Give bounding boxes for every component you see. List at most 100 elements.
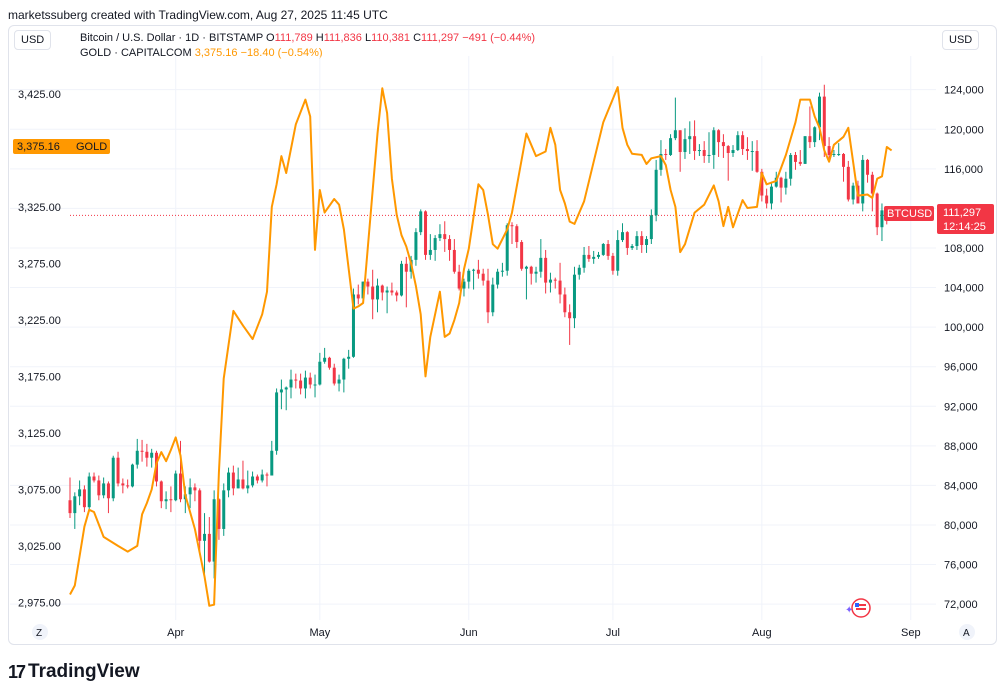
btc-candle-body (707, 154, 711, 156)
btc-candle-body (664, 153, 668, 155)
btc-candle-body (246, 485, 250, 489)
gold-legend-row[interactable]: GOLD · CAPITALCOM 3,375.16 −18.40 (−0.54… (80, 46, 535, 61)
btc-candle-body (457, 271, 461, 289)
btc-candle-body (630, 245, 634, 248)
btc-candle-body (875, 193, 879, 228)
btc-candle-body (227, 472, 231, 491)
btc-candle-body (212, 499, 216, 562)
btc-candle-body (260, 474, 264, 481)
btc-candle-body (126, 485, 130, 487)
btc-high-value: 111,836 (323, 32, 362, 44)
btc-symbol-tag: BTCUSD (887, 208, 932, 220)
btc-candle-body (303, 377, 307, 389)
left-currency-button[interactable]: USD (14, 30, 52, 50)
btc-candle-body (424, 211, 428, 255)
gold-axis-tick-label: 3,425.00 (18, 89, 61, 101)
btc-candle-body (539, 257, 543, 272)
news-flag-icon[interactable]: ✦ (845, 598, 871, 618)
chart-grid (10, 56, 936, 620)
btc-candle-body (351, 294, 355, 357)
btc-candle-body (356, 294, 360, 299)
btc-candle-body (611, 255, 615, 271)
btc-candle-body (784, 178, 788, 188)
btc-candle-body (342, 358, 346, 380)
btc-candle-body (371, 286, 375, 300)
btc-candle-body (361, 281, 365, 299)
btc-candle-body (621, 232, 625, 241)
btc-price-axis[interactable]: 124,000120,000116,000112,000108,000104,0… (944, 85, 984, 611)
btc-candle-body (813, 127, 817, 143)
btc-candle-body (779, 177, 783, 188)
btc-candle-body (433, 238, 437, 250)
gold-axis-tick-label: 2,975.00 (18, 597, 61, 609)
gold-price-tag-label: GOLD (76, 141, 107, 153)
btc-candle-body (827, 146, 831, 155)
btc-candle-body (760, 171, 764, 196)
btc-candle-body (866, 159, 870, 175)
btc-candle-body (289, 379, 293, 388)
btc-candle-body (159, 481, 163, 502)
btc-candle-body (846, 166, 850, 200)
gold-legend-change: −18.40 (−0.54%) (240, 47, 323, 59)
btc-candle-body (255, 476, 259, 481)
btc-candle-body (111, 457, 115, 499)
btc-legend-row[interactable]: Bitcoin / U.S. Dollar · 1D · BITSTAMP O1… (80, 31, 535, 46)
news-flag-stripe-bottom (856, 608, 866, 610)
tradingview-logo[interactable]: 17 TradingView (8, 661, 140, 683)
right-currency-button[interactable]: USD (942, 30, 980, 50)
gold-axis-tick-label: 3,125.00 (18, 428, 61, 440)
btc-candle-body (817, 96, 821, 128)
btc-candle-body (279, 389, 283, 393)
btc-candle-body (207, 533, 211, 562)
btc-candle-body (82, 489, 86, 508)
sparkle-icon: ✦ (845, 605, 853, 616)
btc-axis-tick-label: 72,000 (944, 599, 978, 611)
btc-candle-body (500, 270, 504, 272)
btc-candle-body (366, 281, 370, 287)
btc-close-value: 111,297 (421, 32, 460, 44)
zoom-toggle-button[interactable]: Z (32, 624, 48, 640)
btc-candle-body (73, 496, 77, 514)
auto-scale-button[interactable]: A (959, 624, 975, 640)
btc-candle-body (755, 151, 759, 172)
btc-candle-body (265, 474, 269, 476)
btc-candle-body (308, 377, 312, 385)
btc-axis-tick-label: 92,000 (944, 401, 978, 413)
time-axis[interactable]: Apr May Jun Jul Aug Sep (167, 627, 920, 639)
gold-axis-tick-label: 3,275.00 (18, 258, 61, 270)
gold-price-tag-bg (13, 139, 110, 154)
btc-candle-body (601, 244, 605, 255)
btc-candle-body (520, 242, 524, 269)
btc-candle-body (635, 236, 639, 246)
btc-candle-body (443, 234, 447, 240)
gold-price-axis[interactable]: 3,425.00 3,325.00 3,275.00 3,225.00 3,175.00… (18, 89, 61, 610)
btc-candle-body (558, 280, 562, 295)
btc-candle-body (130, 464, 134, 487)
news-flag-canton (855, 603, 859, 607)
btc-candle-body (400, 263, 404, 296)
btc-candle-body (452, 249, 456, 272)
btc-candle-body (179, 473, 183, 500)
btc-candle-body (270, 450, 274, 476)
btc-candle-body (645, 239, 649, 246)
btc-candle-body (203, 533, 207, 541)
btc-candle-body (68, 500, 72, 514)
btc-candle-body (568, 312, 572, 319)
btc-candle-body (481, 273, 485, 281)
btc-candle-body (327, 357, 331, 368)
gold-axis-tick-label: 3,325.00 (18, 202, 61, 214)
btc-candle-body (337, 379, 341, 384)
btc-candle-body (745, 149, 749, 152)
btc-candle-body (649, 215, 653, 240)
btc-candle-body (323, 357, 327, 362)
time-axis-tick-label: May (309, 627, 330, 639)
btc-candle-body (582, 254, 586, 268)
btc-candle-body (789, 154, 793, 179)
btc-candle-body (135, 450, 139, 465)
btc-candle-body (251, 476, 255, 486)
btc-candle-body (164, 499, 168, 502)
btc-candle-body (395, 292, 399, 296)
auto-scale-bg (959, 624, 975, 640)
btc-low-label: L (364, 32, 372, 44)
